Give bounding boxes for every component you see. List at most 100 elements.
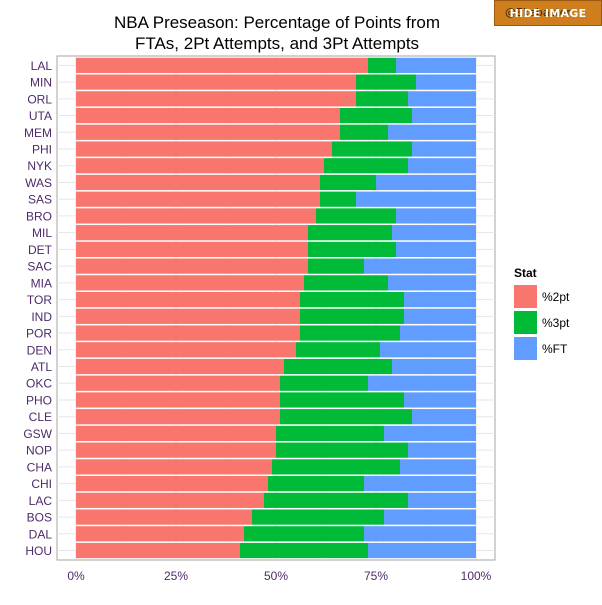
bar-segment bbox=[304, 275, 388, 291]
x-tick-label: 100% bbox=[461, 569, 492, 583]
bar-segment bbox=[300, 308, 404, 324]
bar-segment bbox=[320, 174, 376, 191]
y-tick-label: PHO bbox=[26, 393, 52, 407]
chart-title-line-2: FTAs, 2Pt Attempts, and 3Pt Attempts bbox=[135, 34, 419, 53]
y-tick-label: CHA bbox=[27, 460, 52, 474]
bar-segment bbox=[408, 91, 476, 107]
watermark-text: @Ekabaster bbox=[505, 6, 571, 19]
y-tick-label: TOR bbox=[27, 293, 52, 307]
bar-segment bbox=[76, 308, 300, 324]
bar-segment bbox=[364, 526, 476, 542]
y-tick-label: HOU bbox=[25, 544, 52, 558]
bar-segment bbox=[332, 141, 412, 157]
bar-segment bbox=[412, 107, 476, 124]
bar-segment bbox=[364, 258, 476, 274]
y-tick-label: SAC bbox=[27, 260, 52, 274]
bar-segment bbox=[76, 91, 356, 107]
bar-segment bbox=[76, 174, 320, 191]
bar-segment bbox=[300, 291, 404, 308]
y-tick-label: CHI bbox=[31, 477, 52, 491]
bar-segment bbox=[284, 358, 392, 375]
y-tick-label: MIA bbox=[31, 276, 52, 290]
bar-segment bbox=[408, 158, 476, 174]
y-tick-label: ORL bbox=[27, 92, 52, 106]
legend-swatch bbox=[514, 337, 537, 360]
y-tick-label: NOP bbox=[26, 444, 52, 458]
bar-segment bbox=[280, 409, 412, 425]
bar-segment bbox=[324, 158, 408, 174]
y-tick-label: PHI bbox=[32, 143, 52, 157]
bar-segment bbox=[340, 107, 412, 124]
legend-swatch bbox=[514, 285, 537, 308]
bar-segment bbox=[376, 174, 476, 191]
y-tick-label: BRO bbox=[26, 209, 52, 223]
bar-segment bbox=[76, 208, 316, 224]
bar-segment bbox=[296, 342, 380, 358]
x-tick-label: 25% bbox=[164, 569, 188, 583]
bar-segment bbox=[76, 241, 308, 257]
bar-segment bbox=[76, 275, 304, 291]
hide-image-button[interactable]: @Ekabaster HIDE IMAGE bbox=[494, 0, 602, 26]
hide-image-label: HIDE IMAGE bbox=[509, 6, 587, 20]
legend-title: Stat bbox=[514, 266, 537, 280]
bar-segment bbox=[368, 57, 396, 73]
bar-segment bbox=[368, 375, 476, 391]
bar-segment bbox=[396, 208, 476, 224]
y-tick-label: DET bbox=[28, 243, 53, 257]
bar-segment bbox=[76, 526, 244, 542]
bar-segment bbox=[388, 275, 476, 291]
y-tick-label: MIN bbox=[30, 76, 52, 90]
y-tick-label: SAS bbox=[28, 193, 52, 207]
bar-segment bbox=[76, 258, 308, 274]
bar-segment bbox=[280, 375, 368, 391]
legend-swatch bbox=[514, 311, 537, 334]
legend: Stat %2pt %3pt %FT bbox=[514, 266, 570, 360]
bar-segment bbox=[76, 158, 324, 174]
x-axis-tick-labels: 0% 25% 50% 75% 100% bbox=[67, 569, 491, 583]
bar-segment bbox=[76, 476, 268, 492]
bar-segment bbox=[416, 74, 476, 90]
bar-segment bbox=[396, 57, 476, 73]
bar-segment bbox=[320, 191, 356, 207]
bar-segment bbox=[404, 291, 476, 308]
bar-segment bbox=[76, 409, 280, 425]
x-tick-label: 75% bbox=[364, 569, 388, 583]
bar-segment bbox=[400, 459, 476, 475]
bar-segment bbox=[356, 191, 476, 207]
bar-segment bbox=[392, 358, 476, 375]
y-tick-label: NYK bbox=[27, 159, 52, 173]
y-tick-label: LAL bbox=[31, 59, 53, 73]
chart-title-line-1: NBA Preseason: Percentage of Points from bbox=[114, 13, 440, 32]
bar-segment bbox=[76, 124, 340, 140]
bar-segment bbox=[76, 291, 300, 308]
bar-segment bbox=[280, 392, 404, 408]
bar-segment bbox=[388, 124, 476, 140]
y-tick-label: UTA bbox=[29, 109, 52, 123]
bar-segment bbox=[396, 241, 476, 257]
y-tick-label: DEN bbox=[27, 343, 52, 357]
y-tick-label: ATL bbox=[31, 360, 52, 374]
bar-segment bbox=[404, 392, 476, 408]
bar-segment bbox=[400, 325, 476, 341]
bar-segment bbox=[408, 492, 476, 508]
bar-segment bbox=[240, 542, 368, 559]
bar-segment bbox=[272, 459, 400, 475]
bar-segment bbox=[404, 308, 476, 324]
bar-segment bbox=[76, 358, 284, 375]
legend-label: %2pt bbox=[542, 290, 570, 304]
bar-segment bbox=[308, 258, 364, 274]
y-tick-label: BOS bbox=[27, 511, 52, 525]
bar-segment bbox=[384, 509, 476, 525]
bar-segment bbox=[76, 442, 276, 458]
bar-segment bbox=[268, 476, 364, 492]
y-tick-label: DAL bbox=[29, 527, 53, 541]
bar-segment bbox=[408, 442, 476, 458]
y-tick-label: GSW bbox=[23, 427, 52, 441]
bar-segment bbox=[368, 542, 476, 559]
y-tick-label: MEM bbox=[24, 126, 52, 140]
bar-segment bbox=[316, 208, 396, 224]
y-tick-label: CLE bbox=[29, 410, 52, 424]
bar-segment bbox=[384, 425, 476, 442]
bar-segment bbox=[356, 91, 408, 107]
